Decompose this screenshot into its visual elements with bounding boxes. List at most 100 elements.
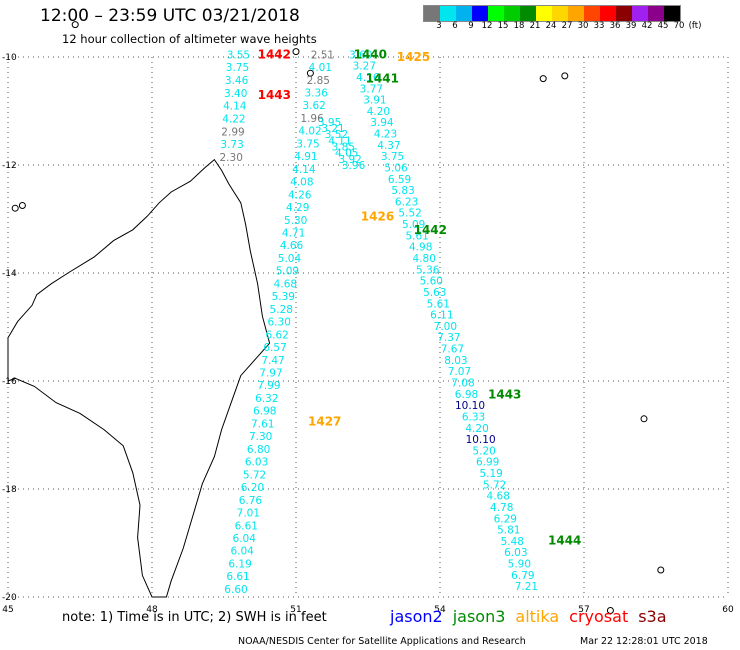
wave-height-value: 6.29 — [494, 513, 517, 525]
wave-height-value: 3.96 — [342, 160, 366, 172]
wave-height-value: 5.48 — [501, 536, 524, 548]
wave-height-value: 6.23 — [395, 196, 418, 208]
wave-height-value: 6.76 — [239, 495, 263, 507]
satellite-tracks: 3.553.753.463.404.144.222.993.732.302.51… — [220, 49, 539, 596]
wave-height-value: 5.52 — [398, 208, 421, 220]
madagascar-coastline — [7, 158, 271, 598]
note-text: note: 1) Time is in UTC; 2) SWH is in fe… — [62, 610, 327, 625]
wave-height-value: 7.97 — [259, 368, 282, 380]
wave-height-value: 6.11 — [430, 310, 453, 322]
legend-swatch — [536, 6, 552, 21]
wave-height-value: 7.21 — [515, 581, 538, 593]
wave-height-value: 7.00 — [434, 321, 457, 333]
wave-height-value: 5.83 — [391, 185, 414, 197]
wave-height-value: 6.04 — [230, 546, 254, 558]
legend-swatch — [456, 6, 472, 21]
coastline — [7, 21, 665, 614]
satellite-legend-item: cryosat — [569, 607, 629, 626]
pass-number-label: 1441 — [366, 72, 399, 86]
wave-height-value: 4.20 — [367, 106, 390, 118]
wave-height-value: 7.61 — [251, 418, 274, 430]
wave-height-value: 7.47 — [261, 355, 284, 367]
pass-labels: 1442 1443 1440 1425 1441 1426 1442 1443 1427 1444 — [258, 47, 582, 547]
wave-height-value: 4.20 — [465, 423, 488, 435]
wave-height-value: 4.14 — [292, 164, 316, 176]
island — [71, 21, 79, 29]
lon-tick-label: 45 — [2, 605, 13, 615]
legend-swatch — [632, 6, 648, 21]
wave-height-value: 4.98 — [409, 242, 432, 254]
legend-label: (ft) — [688, 21, 702, 31]
legend-swatch — [520, 6, 536, 21]
legend-label: 12 — [481, 21, 493, 31]
wave-height-value: 6.61 — [235, 520, 258, 532]
wave-height-value: 4.29 — [286, 202, 309, 214]
wave-height-value: 3.27 — [353, 61, 376, 73]
wave-height-value: 4.02 — [298, 126, 321, 138]
wave-height-value: 7.67 — [441, 344, 464, 356]
wave-height-value: 4.16 — [356, 72, 380, 84]
wave-height-value: 6.99 — [476, 457, 499, 469]
island — [18, 202, 26, 209]
wave-height-value: 3.60 — [349, 49, 372, 61]
footer-timestamp: Mar 22 12:28:01 UTC 2018 — [580, 636, 708, 647]
wave-height-value: 6.61 — [226, 571, 249, 583]
wave-height-value: 7.01 — [237, 508, 260, 520]
legend-label: 45 — [657, 21, 669, 31]
wave-height-value: 5.90 — [508, 559, 531, 571]
legend-label: 9 — [468, 21, 474, 31]
lat-tick-label: -16 — [2, 377, 17, 387]
legend-label: 30 — [577, 21, 589, 31]
wave-height-value: 7.30 — [249, 431, 272, 443]
wave-height-value: 3.95 — [318, 117, 341, 129]
wave-height-value: 6.04 — [233, 533, 257, 545]
island — [640, 415, 648, 423]
wave-height-value: 6.33 — [462, 411, 485, 423]
wave-height-value: 5.06 — [384, 162, 408, 174]
wave-height-value: 4.26 — [288, 189, 312, 201]
pass-number-label: 1443 — [488, 388, 521, 402]
legend-swatch — [488, 6, 504, 21]
island — [606, 607, 614, 614]
legend-swatch — [568, 6, 584, 21]
legend-swatch — [440, 6, 456, 21]
wave-height-value: 4.68 — [487, 491, 510, 503]
lon-tick-label: 60 — [722, 605, 734, 615]
island — [306, 69, 314, 77]
lat-tick-label: -12 — [2, 161, 17, 171]
wave-height-value: 3.77 — [360, 83, 383, 95]
wave-height-value: 5.36 — [416, 264, 440, 276]
wave-height-value: 3.92 — [338, 154, 361, 166]
wave-height-value: 6.32 — [255, 393, 278, 405]
wave-height-value: 3.52 — [325, 129, 348, 141]
wave-height-value: 2.99 — [221, 126, 244, 138]
lon-tick-label: 57 — [578, 605, 589, 615]
legend-swatch — [584, 6, 600, 21]
satellite-legend: jason2 jason3 altika cryosat s3a — [390, 607, 677, 626]
wave-height-value: 5.63 — [423, 287, 446, 299]
wave-height-value: 6.20 — [241, 482, 264, 494]
wave-height-value: 5.72 — [243, 469, 266, 481]
pass-number-label: 1426 — [361, 209, 394, 223]
graticule — [7, 56, 729, 598]
wave-height-value: 6.79 — [511, 570, 534, 582]
wave-height-value: 2.30 — [220, 152, 243, 164]
wave-height-value: 5.72 — [483, 479, 506, 491]
wave-height-value: 6.03 — [245, 457, 268, 469]
satellite-legend-item: jason2 — [390, 607, 443, 626]
wave-height-value: 7.37 — [437, 332, 460, 344]
legend-swatch — [664, 6, 680, 21]
satellite-legend-item: altika — [515, 607, 560, 626]
wave-height-value: 5.60 — [420, 276, 443, 288]
wave-height-value: 6.59 — [388, 174, 411, 186]
wave-height-value: 3.21 — [321, 123, 344, 135]
legend-label: 6 — [452, 21, 458, 31]
wave-height-value: 7.08 — [451, 377, 474, 389]
legend-label: 21 — [529, 21, 541, 31]
lon-tick-label: 48 — [146, 605, 158, 615]
wave-height-value: 3.36 — [305, 87, 329, 99]
wave-height-value: 5.20 — [472, 445, 495, 457]
map-title: 12:00 – 23:59 UTC 03/21/2018 — [40, 6, 300, 26]
wave-height-value: 7.07 — [448, 366, 471, 378]
legend-label: 36 — [609, 21, 621, 31]
